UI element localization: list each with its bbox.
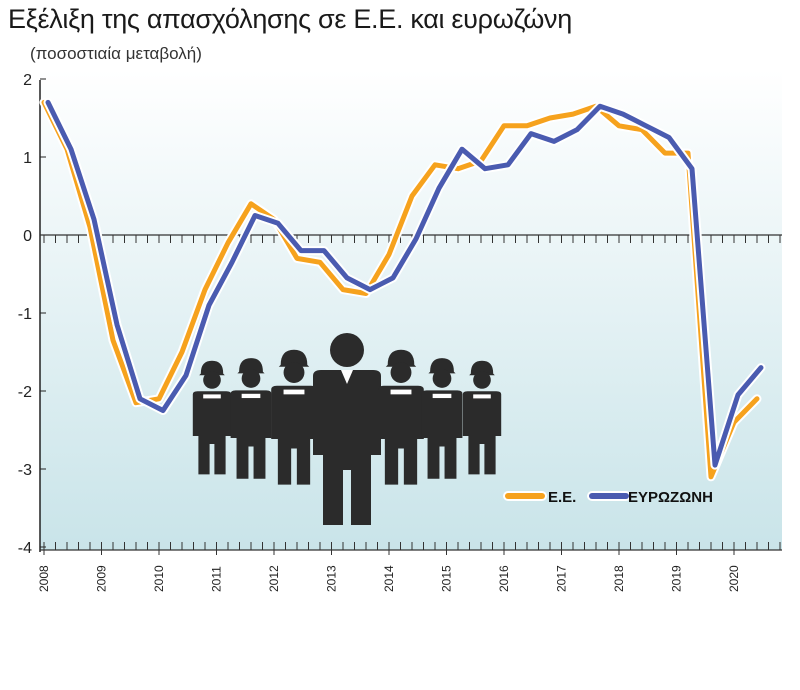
y-tick-label: 1 [23,150,32,167]
worker-head [283,362,305,383]
helmet [469,360,495,376]
chart-subtitle: (ποσοστιαία μεταβολή) [30,44,202,63]
helmet [428,358,456,374]
worker-icon [271,349,317,485]
y-tick-label: 0 [23,228,32,245]
helmet [278,349,310,367]
overall-strap [283,389,305,395]
helmet [199,360,225,376]
worker-icon [421,358,463,479]
person-icon [313,333,381,525]
x-tick-label: 2016 [497,565,511,592]
x-tick-label: 2015 [440,565,454,592]
y-tick-label: -1 [18,306,32,323]
worker-head [473,371,491,389]
overall-strap [241,393,261,399]
series-line-eurozone [45,99,764,468]
x-tick-label: 2017 [555,565,569,592]
workers-group [192,333,502,525]
worker-body [421,390,463,479]
x-tick-label: 2009 [95,565,109,592]
person-collar [341,370,353,384]
helmet [385,349,417,367]
overall-strap [390,389,412,395]
worker-head [390,362,412,383]
person-body [313,370,381,525]
legend-label: ΕΥΡΩΖΩΝΗ [628,489,713,506]
worker-head [241,369,261,388]
x-tick-label: 2011 [210,566,224,592]
y-tick-label: -4 [18,540,32,557]
x-tick-label: 2018 [612,565,626,592]
legend-label: Ε.Ε. [548,489,576,506]
x-tick-label: 2013 [325,565,339,592]
worker-icon [378,349,424,485]
worker-icon [192,360,232,475]
x-tick-label: 2012 [267,565,281,592]
x-tick-label: 2019 [670,565,684,592]
person-head [330,333,364,367]
y-tick-label: -2 [18,384,32,401]
worker-icon [230,358,272,479]
worker-body [271,385,317,485]
x-tick-label: 2014 [382,565,396,592]
worker-icon [462,360,502,475]
overall-strap [203,394,221,399]
overall-strap [473,394,491,399]
y-tick-label: 2 [23,72,32,89]
worker-body [230,390,272,479]
x-tick-label: 2020 [727,565,741,592]
helmet [237,358,265,374]
series-line-eu [41,99,760,480]
y-tick-label: -3 [18,462,32,479]
worker-head [432,369,452,388]
legend: Ε.Ε. ΕΥΡΩΖΩΝΗ [503,489,713,506]
worker-body [378,385,424,485]
overall-strap [432,393,452,399]
x-tick-label: 2008 [37,565,51,592]
worker-body [192,391,232,475]
worker-body [462,391,502,475]
worker-head [203,371,221,389]
chart-title: Εξέλιξη της απασχόλησης σε Ε.Ε. και ευρω… [8,4,572,34]
x-tick-label: 2010 [152,565,166,592]
